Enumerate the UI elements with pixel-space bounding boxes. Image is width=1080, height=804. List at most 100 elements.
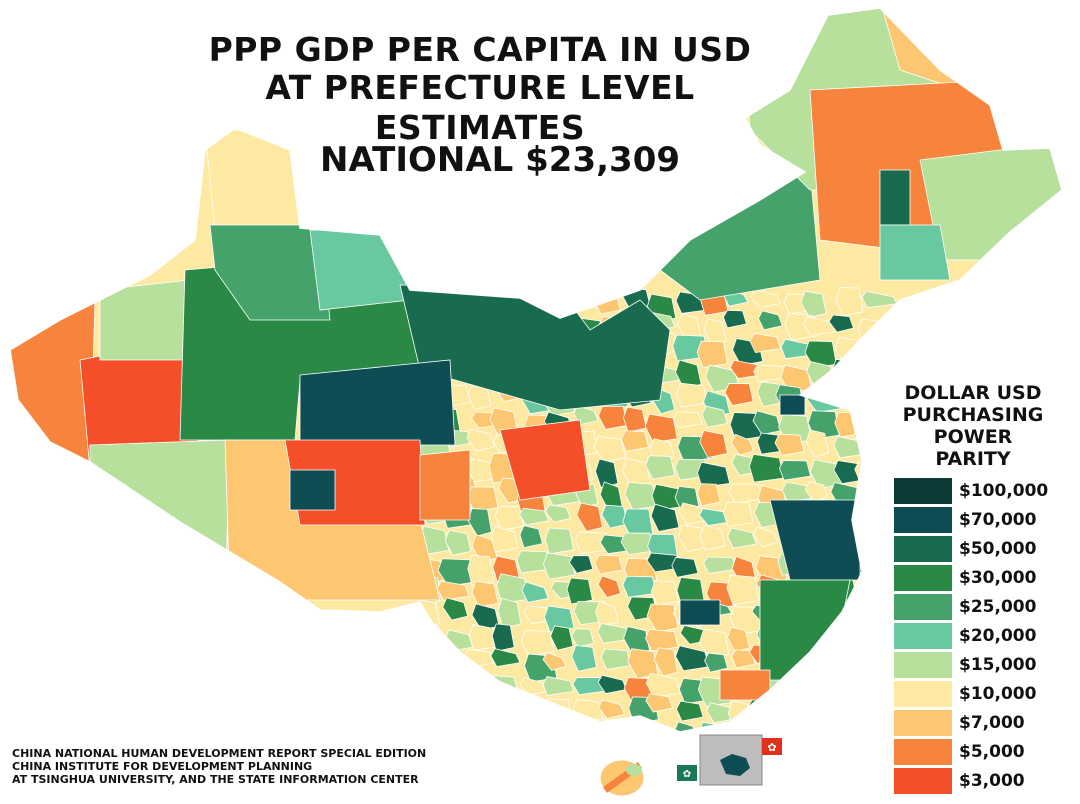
map-region bbox=[496, 573, 530, 604]
map-region bbox=[724, 383, 754, 406]
legend-swatch bbox=[893, 476, 953, 505]
map-region bbox=[696, 340, 728, 369]
legend-item: $3,000 bbox=[893, 766, 1073, 795]
map-region bbox=[442, 597, 469, 621]
map-region bbox=[567, 287, 598, 312]
legend-swatch bbox=[893, 563, 953, 592]
map-region bbox=[831, 359, 865, 387]
legend-label: $70,000 bbox=[959, 509, 1037, 530]
map-region bbox=[520, 629, 555, 657]
legend-swatch bbox=[893, 708, 953, 737]
map-region bbox=[499, 419, 591, 501]
map-region bbox=[879, 224, 951, 281]
map-region bbox=[804, 700, 833, 719]
map-region bbox=[544, 698, 573, 728]
map-region bbox=[470, 674, 495, 696]
map-region bbox=[854, 339, 880, 359]
map-region bbox=[419, 449, 471, 521]
map-region bbox=[522, 722, 551, 732]
map-region bbox=[783, 678, 814, 710]
legend-item: $15,000 bbox=[893, 650, 1073, 679]
map-region bbox=[779, 460, 812, 481]
map-region bbox=[704, 652, 729, 673]
map-region bbox=[645, 672, 681, 698]
map-region bbox=[804, 481, 829, 502]
map-region bbox=[853, 509, 882, 538]
legend-label: $25,000 bbox=[959, 596, 1037, 617]
map-region bbox=[828, 314, 855, 333]
map-region bbox=[622, 406, 647, 433]
legend-title-line: DOLLAR USD bbox=[904, 382, 1042, 404]
svg-text:✿: ✿ bbox=[683, 769, 691, 780]
map-region bbox=[299, 359, 456, 446]
legend-label: $20,000 bbox=[959, 625, 1037, 646]
map-region bbox=[834, 412, 867, 438]
legend-swatch bbox=[893, 621, 953, 650]
map-region bbox=[489, 675, 519, 694]
map-region bbox=[805, 429, 830, 458]
map-region bbox=[858, 404, 889, 435]
map-region bbox=[854, 674, 888, 694]
china-outline bbox=[9, 7, 1063, 733]
map-region bbox=[858, 724, 891, 732]
legend-item: $30,000 bbox=[893, 563, 1073, 592]
legend-item: $100,000 bbox=[893, 476, 1073, 505]
map-region bbox=[644, 628, 679, 652]
legend-label: $30,000 bbox=[959, 567, 1037, 588]
legend-title: DOLLAR USD PURCHASING POWER PARITY bbox=[893, 382, 1053, 470]
map-region bbox=[89, 439, 231, 601]
hong-kong-flag-icon: ✿ bbox=[762, 738, 782, 755]
map-region bbox=[542, 652, 567, 671]
legend-swatch bbox=[893, 592, 953, 621]
map-region bbox=[543, 552, 576, 580]
map-region bbox=[289, 469, 336, 511]
map-region bbox=[696, 483, 721, 507]
map-region bbox=[497, 725, 523, 732]
legend-title-line: PURCHASING bbox=[902, 404, 1044, 426]
legend-title-line: POWER PARITY bbox=[933, 426, 1013, 470]
map-region bbox=[413, 694, 437, 722]
map-region bbox=[650, 580, 679, 606]
map-region bbox=[497, 597, 522, 629]
map-region bbox=[703, 556, 737, 574]
map-region bbox=[624, 481, 657, 511]
map-region bbox=[597, 405, 628, 430]
map-region bbox=[650, 503, 680, 532]
map-region bbox=[644, 413, 678, 444]
map-region bbox=[491, 693, 526, 715]
map-region bbox=[659, 169, 821, 301]
legend: DOLLAR USD PURCHASING POWER PARITY $100,… bbox=[893, 382, 1073, 795]
map-region bbox=[676, 382, 708, 408]
map-region bbox=[516, 550, 551, 574]
map-region bbox=[854, 387, 881, 408]
map-region bbox=[598, 699, 625, 719]
map-region bbox=[858, 581, 895, 604]
map-region bbox=[597, 575, 622, 598]
map-region bbox=[673, 411, 703, 429]
legend-label: $3,000 bbox=[959, 770, 1025, 791]
map-region bbox=[780, 717, 810, 732]
map-region bbox=[469, 697, 501, 721]
hong-kong-inset bbox=[699, 734, 763, 786]
map-region bbox=[574, 531, 611, 555]
map-region bbox=[520, 677, 547, 697]
map-region bbox=[436, 580, 470, 601]
map-region bbox=[835, 648, 868, 668]
map-region bbox=[833, 435, 868, 459]
legend-label: $100,000 bbox=[959, 480, 1049, 501]
map-region bbox=[466, 428, 495, 452]
map-region bbox=[465, 722, 496, 732]
legend-item: $20,000 bbox=[893, 621, 1073, 650]
map-region bbox=[620, 532, 655, 556]
map-region bbox=[780, 698, 813, 718]
map-region bbox=[804, 721, 834, 732]
map-region bbox=[519, 507, 550, 526]
legend-label: $10,000 bbox=[959, 683, 1037, 704]
legend-item: $50,000 bbox=[893, 534, 1073, 563]
map-region bbox=[879, 169, 911, 226]
map-region bbox=[542, 676, 575, 696]
map-region bbox=[861, 290, 898, 309]
map-region bbox=[491, 623, 515, 652]
map-region bbox=[835, 286, 864, 317]
map-region bbox=[10, 299, 96, 471]
